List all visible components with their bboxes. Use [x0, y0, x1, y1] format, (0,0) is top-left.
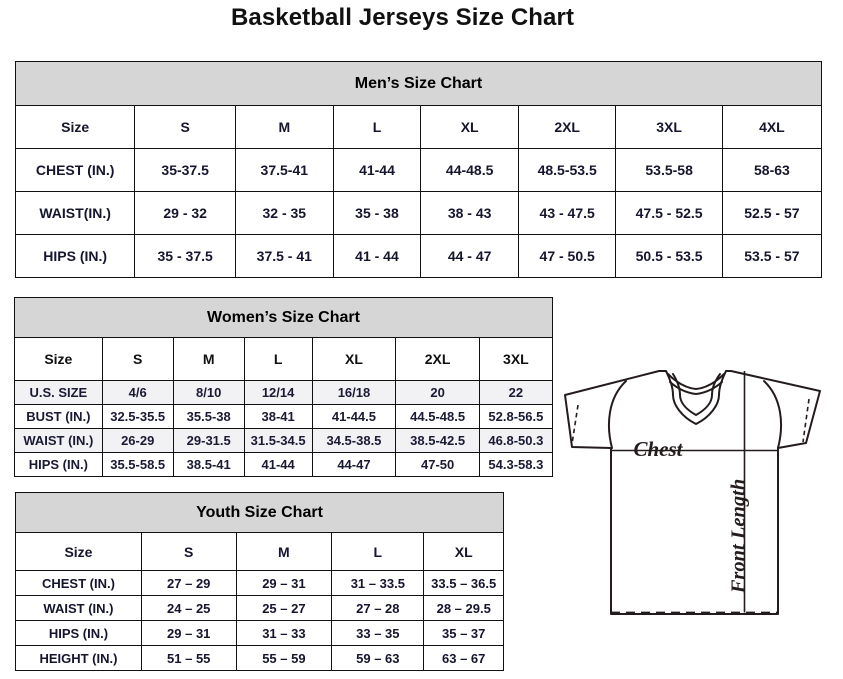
svg-text:Front Length: Front Length — [728, 479, 750, 595]
svg-text:Chest: Chest — [633, 437, 683, 461]
